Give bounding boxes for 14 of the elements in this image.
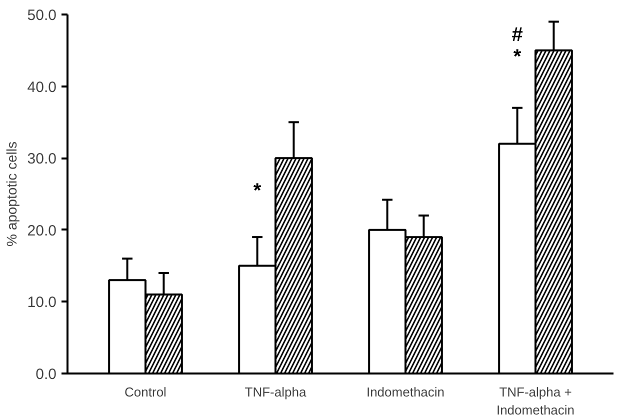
y-tick-label: 30.0 bbox=[27, 150, 57, 168]
y-tick-label: 0.0 bbox=[36, 366, 57, 383]
x-tick-label: TNF-alpha bbox=[244, 384, 307, 400]
y-tick-label: 20.0 bbox=[27, 222, 57, 240]
annotation: * bbox=[513, 46, 522, 68]
y-axis-title: % apoptotic cells bbox=[3, 141, 20, 247]
x-tick-label: TNF-alpha + Indomethacin bbox=[496, 384, 575, 418]
annotation: * bbox=[253, 180, 262, 202]
x-tick-label: Indomethacin bbox=[366, 384, 445, 400]
y-tick-label: 40.0 bbox=[27, 78, 57, 96]
x-tick-label: Control bbox=[124, 384, 167, 400]
y-tick-label: 50.0 bbox=[27, 7, 57, 24]
annotation: # bbox=[512, 24, 523, 46]
y-tick-label: 10.0 bbox=[27, 294, 57, 312]
